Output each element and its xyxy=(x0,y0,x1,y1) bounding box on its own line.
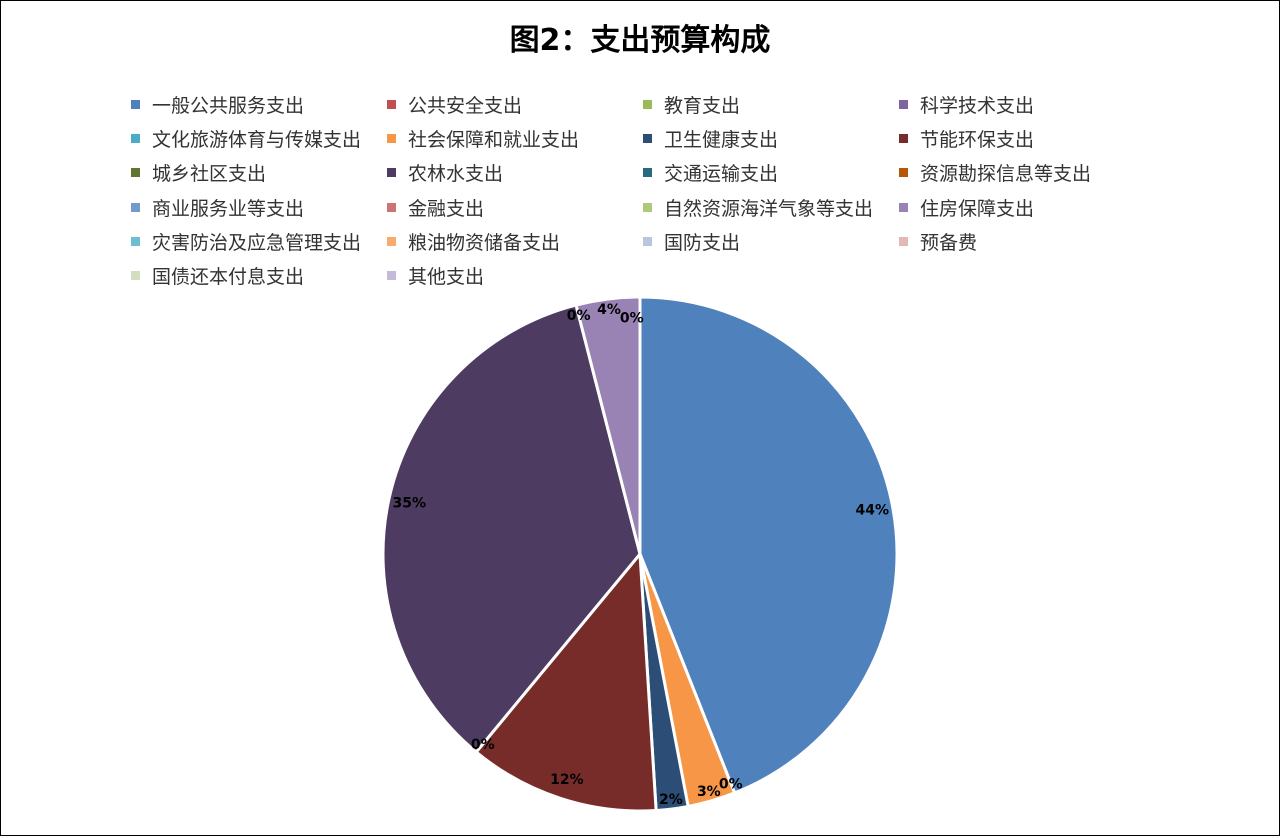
data-label: 0% xyxy=(567,308,591,324)
legend-label: 其他支出 xyxy=(408,266,485,289)
legend-swatch xyxy=(899,168,908,178)
legend-label: 教育支出 xyxy=(664,94,741,117)
legend-swatch xyxy=(643,202,652,212)
legend-swatch xyxy=(387,202,396,212)
data-label: 0% xyxy=(471,737,495,753)
legend: 一般公共服务支出 公共安全支出 教育支出 科学技术支出文化旅游体育与传媒支出 社会保障和… xyxy=(131,87,1131,293)
legend-label: 灾害防治及应急管理支出 xyxy=(152,231,362,254)
legend-label: 国防支出 xyxy=(664,231,741,254)
legend-swatch xyxy=(643,168,652,178)
legend-label: 交通运输支出 xyxy=(664,163,779,186)
legend-swatch xyxy=(387,168,396,178)
data-label: 4% xyxy=(597,302,621,318)
legend-item: 灾害防治及应急管理支出 xyxy=(131,224,387,258)
legend-item: 教育支出 xyxy=(643,87,899,121)
pie-slice xyxy=(638,295,899,795)
pie-slice xyxy=(381,303,642,755)
legend-item: 农林水支出 xyxy=(387,156,643,190)
legend-label: 卫生健康支出 xyxy=(664,128,779,151)
legend-label: 国债还本付息支出 xyxy=(152,266,305,289)
legend-label: 文化旅游体育与传媒支出 xyxy=(152,128,362,151)
legend-label: 城乡社区支出 xyxy=(152,163,267,186)
data-label: 0% xyxy=(620,311,644,327)
legend-item: 其他支出 xyxy=(387,258,643,292)
legend-item: 卫生健康支出 xyxy=(643,121,899,155)
legend-label: 商业服务业等支出 xyxy=(152,197,305,220)
data-label: 44% xyxy=(855,503,889,519)
legend-label: 农林水支出 xyxy=(408,163,504,186)
legend-label: 金融支出 xyxy=(408,197,485,220)
legend-swatch xyxy=(387,133,396,143)
legend-label: 住房保障支出 xyxy=(920,197,1035,220)
legend-swatch xyxy=(643,236,652,246)
legend-swatch xyxy=(899,236,908,246)
data-label: 12% xyxy=(550,772,584,788)
legend-label: 公共安全支出 xyxy=(408,94,523,117)
chart-title: 图2：支出预算构成 xyxy=(509,23,771,58)
data-label: 0% xyxy=(719,776,743,792)
legend-label: 自然资源海洋气象等支出 xyxy=(664,197,874,220)
legend-item: 科学技术支出 xyxy=(899,87,1155,121)
legend-item: 交通运输支出 xyxy=(643,156,899,190)
legend-item: 住房保障支出 xyxy=(899,190,1155,224)
legend-swatch xyxy=(643,133,652,143)
legend-item: 自然资源海洋气象等支出 xyxy=(643,190,899,224)
legend-item: 文化旅游体育与传媒支出 xyxy=(131,121,387,155)
legend-label: 科学技术支出 xyxy=(920,94,1035,117)
pie-slice xyxy=(574,295,642,555)
legend-label: 社会保障和就业支出 xyxy=(408,128,580,151)
legend-swatch xyxy=(899,202,908,212)
legend-item: 国防支出 xyxy=(643,224,899,258)
legend-label: 预备费 xyxy=(920,231,978,254)
legend-label: 粮油物资储备支出 xyxy=(408,231,561,254)
legend-swatch xyxy=(131,236,140,246)
data-label: 2% xyxy=(659,792,683,808)
legend-item: 商业服务业等支出 xyxy=(131,190,387,224)
legend-item: 一般公共服务支出 xyxy=(131,87,387,121)
legend-item: 城乡社区支出 xyxy=(131,156,387,190)
legend-swatch xyxy=(131,202,140,212)
legend-swatch xyxy=(899,133,908,143)
legend-label: 节能环保支出 xyxy=(920,128,1035,151)
legend-item: 资源勘探信息等支出 xyxy=(899,156,1155,190)
legend-item: 国债还本付息支出 xyxy=(131,258,387,292)
legend-item: 公共安全支出 xyxy=(387,87,643,121)
data-label: 35% xyxy=(392,495,426,511)
legend-item: 粮油物资储备支出 xyxy=(387,224,643,258)
legend-swatch xyxy=(131,133,140,143)
legend-label: 一般公共服务支出 xyxy=(152,94,305,117)
legend-swatch xyxy=(131,99,140,109)
legend-swatch xyxy=(643,99,652,109)
legend-swatch xyxy=(131,271,140,281)
legend-swatch xyxy=(899,99,908,109)
pie-slice xyxy=(474,550,658,813)
legend-label: 资源勘探信息等支出 xyxy=(920,163,1092,186)
legend-item: 金融支出 xyxy=(387,190,643,224)
legend-swatch xyxy=(131,168,140,178)
legend-swatch xyxy=(387,99,396,109)
data-label: 3% xyxy=(697,784,721,800)
legend-swatch xyxy=(387,236,396,246)
legend-swatch xyxy=(387,271,396,281)
legend-item: 预备费 xyxy=(899,224,1155,258)
legend-item: 社会保障和就业支出 xyxy=(387,121,643,155)
legend-item: 节能环保支出 xyxy=(899,121,1155,155)
